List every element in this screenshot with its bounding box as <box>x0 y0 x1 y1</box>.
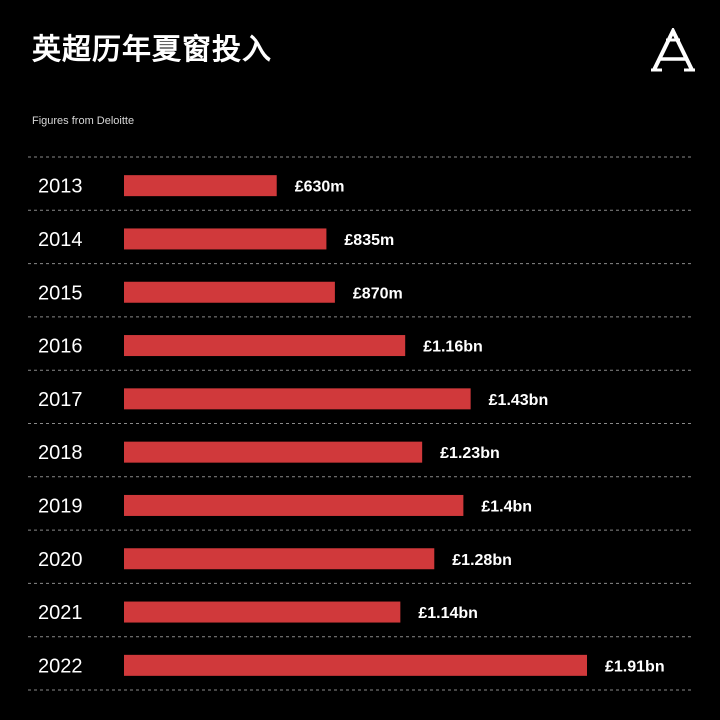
year-label: 2019 <box>38 495 83 517</box>
year-label: 2018 <box>38 442 83 464</box>
value-label: £1.91bn <box>605 658 665 675</box>
bar <box>124 548 435 570</box>
bar <box>124 494 464 516</box>
value-label: £630m <box>295 179 345 196</box>
chart-title: 英超历年夏窗投入 <box>32 32 273 66</box>
year-label: 2015 <box>38 282 83 304</box>
bar <box>124 601 401 623</box>
bar <box>124 654 587 676</box>
value-label: £1.4bn <box>481 498 532 515</box>
year-label: 2014 <box>38 229 83 251</box>
chart-subtitle: Figures from Deloitte <box>32 115 135 127</box>
year-label: 2022 <box>38 655 83 677</box>
bar <box>124 281 335 303</box>
value-label: £1.16bn <box>423 339 483 356</box>
value-label: £1.43bn <box>489 392 549 409</box>
bar <box>124 335 406 357</box>
year-label: 2020 <box>38 549 83 571</box>
year-label: 2017 <box>38 389 83 411</box>
year-label: 2013 <box>38 176 83 198</box>
year-label: 2021 <box>38 602 83 624</box>
value-label: £1.14bn <box>418 605 478 622</box>
bar <box>124 175 277 197</box>
year-label: 2016 <box>38 336 83 358</box>
athletic-a-logo-icon <box>651 28 695 72</box>
value-label: £870m <box>353 285 403 302</box>
bar <box>124 441 423 463</box>
bar <box>124 388 471 410</box>
bar <box>124 228 327 250</box>
value-label: £1.23bn <box>440 445 500 462</box>
value-label: £1.28bn <box>452 552 512 569</box>
value-label: £835m <box>344 232 394 249</box>
